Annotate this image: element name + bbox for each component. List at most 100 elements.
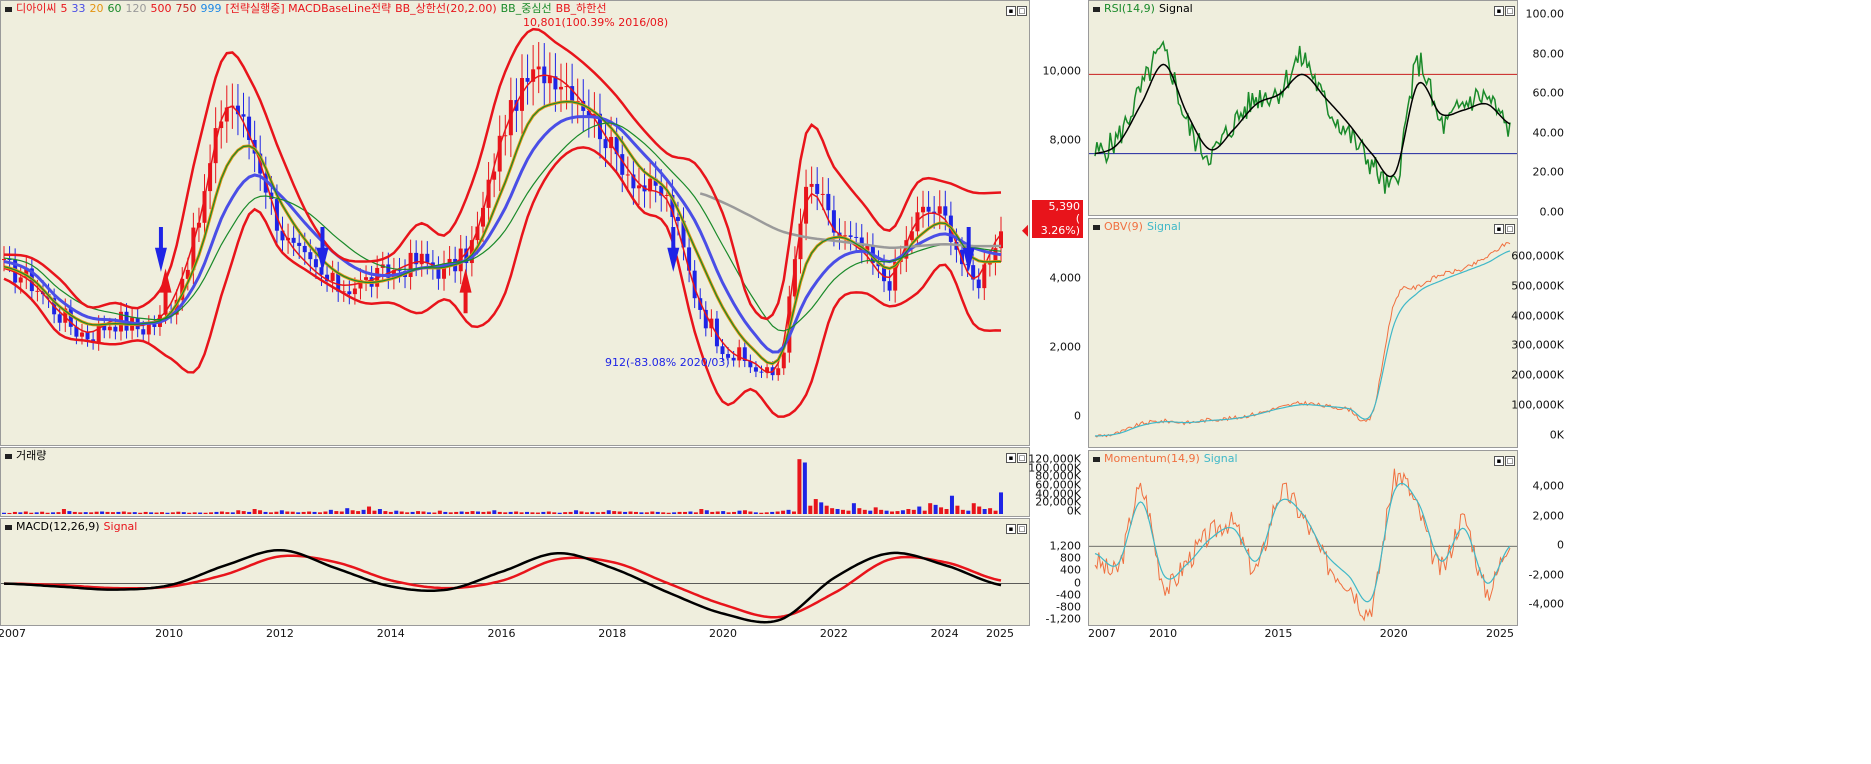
window-buttons[interactable]: ▪ □ [1005,450,1027,463]
rsi-legend: RSI(14,9) Signal [1093,2,1197,16]
window-buttons[interactable]: ▪ □ [1005,521,1027,534]
momentum-y-axis: 4,000 2,000 0 -2,000 -4,000 [1518,450,1568,626]
window-buttons[interactable]: ▪ □ [1493,221,1515,234]
volume-bar [317,512,322,514]
volume-bar [377,509,382,514]
volume-legend: 거래량 [5,449,50,463]
window-buttons[interactable]: ▪ □ [1005,3,1027,16]
volume-bar [121,511,126,514]
volume-bar [508,511,513,514]
volume-bar [568,511,573,514]
candle-body [280,230,285,241]
volume-bar [301,511,306,514]
window-buttons[interactable]: ▪ □ [1493,453,1515,466]
y-tick-label: 60.00 [1532,86,1565,100]
maximize-icon[interactable]: □ [1505,456,1515,466]
candle-body [742,347,747,361]
volume-bar [688,511,693,514]
volume-bar [704,510,709,514]
volume-panel[interactable]: 거래량 ▪ □ [0,447,1030,517]
candle-body [358,279,363,289]
y-tick-label: 100.00 [1525,7,1565,21]
x-tick-label: 2025 [986,627,1014,640]
volume-bar [187,512,192,514]
volume-bar [900,510,905,514]
momentum-legend-a: Momentum(14,9) [1104,452,1200,465]
y-tick-label: 800 [1060,551,1081,565]
minimize-icon[interactable]: ▪ [1494,224,1504,234]
y-tick-label: 100,000K [1511,398,1564,412]
candle-body [687,247,692,271]
volume-bar [78,512,83,514]
x-tick-label: 2024 [930,627,959,640]
candle-body [882,266,887,282]
volume-bar [34,512,39,514]
obv-panel[interactable]: OBV(9) Signal ▪ □ [1088,218,1518,448]
candle-body [854,236,859,238]
candle-body [843,235,848,237]
series-line-60 [3,122,1002,332]
volume-bar [612,511,617,514]
volume-bar [759,512,764,514]
momentum-panel[interactable]: Momentum(14,9) Signal ▪ □ [1088,450,1518,626]
volume-bar [285,511,290,514]
maximize-icon[interactable]: □ [1505,6,1515,16]
price-chart [2,27,1028,418]
volume-bar [895,511,900,514]
candle-body [943,206,948,216]
candle-body [224,107,229,122]
sell-arrow-icon [667,227,680,272]
volume-bar [813,499,818,514]
volume-bar [661,512,666,514]
candle-body [341,291,346,293]
maximize-icon[interactable]: □ [1017,6,1027,16]
volume-bar [786,509,791,514]
minimize-icon[interactable]: ▪ [1006,453,1016,463]
volume-bar [465,511,470,514]
legend-item: 999 [200,2,222,15]
candle-body [241,114,246,117]
volume-bar [655,511,660,514]
candle-body [765,367,770,373]
candle-body [436,268,441,279]
candle-body [976,279,981,289]
candle-body [698,298,703,310]
volume-bar [862,509,867,514]
volume-bar [650,511,655,514]
volume-bar [214,511,219,514]
y-tick-label: 40.00 [1532,126,1565,140]
volume-bar [176,511,181,514]
candle-body [999,231,1003,249]
volume-bar [971,503,976,514]
volume-bar [198,512,203,514]
volume-bar [143,511,148,514]
maximize-icon[interactable]: □ [1505,224,1515,234]
maximize-icon[interactable]: □ [1017,453,1027,463]
volume-bar [350,510,355,514]
maximize-icon[interactable]: □ [1017,524,1027,534]
candle-body [442,263,447,279]
candle-body [887,281,892,291]
y-tick-label: 500,000K [1511,279,1564,293]
minimize-icon[interactable]: ▪ [1494,6,1504,16]
minimize-icon[interactable]: ▪ [1494,456,1504,466]
window-buttons[interactable]: ▪ □ [1493,3,1515,16]
minimize-icon[interactable]: ▪ [1006,6,1016,16]
candle-body [798,223,803,260]
volume-bar [955,505,960,514]
volume-bar [405,512,410,514]
rsi-panel[interactable]: RSI(14,9) Signal ▪ □ [1088,0,1518,216]
y-tick-label: 400,000K [1511,309,1564,323]
price-panel[interactable]: 디아이씨 5 33 20 60 120 500 750 999 [전략실행중] MACDBaseL… [0,0,1030,446]
volume-bar [486,511,491,514]
price-legend: 디아이씨 5 33 20 60 120 500 750 999 [전략실행중] MACDBaseL… [5,2,611,16]
macd-panel[interactable]: MACD(12,26,9) Signal ▪ □ [0,518,1030,626]
volume-bar [966,510,971,514]
candle-body [865,246,870,251]
x-tick-label: 2014 [376,627,405,640]
volume-bar [268,512,273,514]
volume-bar [982,509,987,514]
minimize-icon[interactable]: ▪ [1006,524,1016,534]
legend-item: 500 [150,2,172,15]
y-tick-label: 20,000K [1035,495,1081,509]
